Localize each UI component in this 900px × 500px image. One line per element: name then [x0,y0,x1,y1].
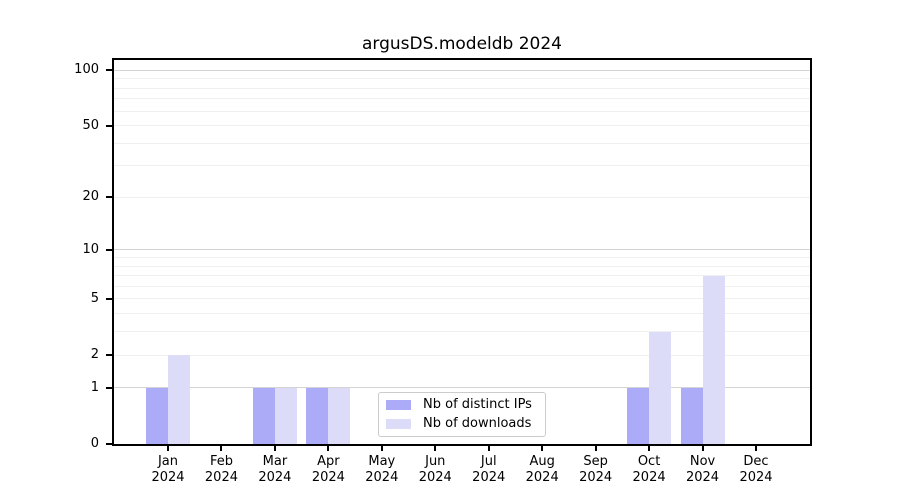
gridline-minor [114,354,810,356]
bar-distinct-ips [252,387,275,444]
x-tick [541,446,544,451]
x-tick [487,446,490,451]
gridline-minor [114,125,810,127]
gridline-minor [114,298,810,300]
bar-downloads [274,387,297,444]
y-tick [106,354,112,357]
y-tick-label: 100 [74,62,99,78]
x-tick [594,446,597,451]
y-tick [106,196,112,199]
x-tick [648,446,651,451]
x-tick-label: Feb 2024 [204,454,238,485]
x-tick-label: Jun 2024 [418,454,452,485]
y-tick-label: 50 [82,117,99,133]
y-tick [106,443,112,445]
gridline-major [114,69,810,71]
bar-distinct-ips [146,387,168,444]
x-tick-label: Jul 2024 [472,454,506,485]
x-tick-label: Nov 2024 [685,454,720,485]
x-tick [220,446,223,451]
gridline-minor [114,78,810,80]
gridline-minor [114,98,810,100]
y-tick-label: 5 [90,290,99,306]
gridline-minor [114,265,810,267]
plot-area [112,58,812,446]
x-tick-label: Apr 2024 [311,454,345,485]
x-tick-label: Aug 2024 [525,454,559,485]
y-tick-label: 1 [90,379,99,395]
bar-downloads [168,355,190,444]
x-tick [167,446,169,451]
x-tick [273,446,276,451]
y-tick-label: 20 [82,189,99,205]
legend-item-distinct-ips: Nb of distinct IPs [386,397,545,413]
gridline-minor [114,110,810,112]
gridline-minor [114,257,810,259]
gridline-minor [114,165,810,167]
legend-label-distinct-ips: Nb of distinct IPs [423,397,532,412]
bar-downloads [328,387,351,444]
legend-swatch-distinct-ips-icon [386,400,411,410]
x-tick [380,446,383,451]
legend-label-downloads: Nb of downloads [423,416,532,431]
y-tick-label: 10 [82,241,99,257]
legend-item-downloads: Nb of downloads [386,416,545,432]
y-tick [106,248,112,251]
bar-downloads [649,331,672,444]
legend-swatch-downloads-icon [386,419,411,429]
x-tick-label: Sep 2024 [579,454,613,485]
x-tick [434,446,437,451]
legend: Nb of distinct IPs Nb of downloads [378,392,546,437]
x-tick-label: Mar 2024 [258,454,292,485]
bar-distinct-ips [680,387,703,444]
x-tick [755,446,757,451]
gridline-minor [114,87,810,89]
gridline-minor [114,142,810,144]
y-tick [106,124,112,127]
x-tick [327,446,330,451]
y-tick-label: 2 [90,347,99,363]
gridline-minor [114,313,810,315]
x-axis: Jan 2024 Feb 2024 Mar 2024 Apr 2024 May 2024… [114,446,810,500]
y-tick [106,386,112,389]
x-tick-label: May 2024 [365,454,399,485]
y-axis: 0 1 2 5 10 20 50 100 [0,58,112,451]
gridline-minor [114,285,810,287]
chart-title: argusDS.modeldb 2024 [362,34,562,54]
x-tick-label: Dec 2024 [739,454,773,485]
bar-distinct-ips [306,387,329,444]
x-tick [701,446,704,451]
gridline-minor [114,331,810,333]
y-tick [106,297,112,300]
bar-distinct-ips [627,387,650,444]
y-tick [106,69,112,72]
gridline-minor [114,275,810,277]
gridline-major [114,387,810,389]
y-tick-label: 0 [90,436,99,451]
bar-downloads [702,275,725,444]
x-tick-label: Oct 2024 [632,454,666,485]
gridline-minor [114,196,810,198]
x-tick-label: Jan 2024 [151,454,185,485]
gridline-major [114,249,810,251]
